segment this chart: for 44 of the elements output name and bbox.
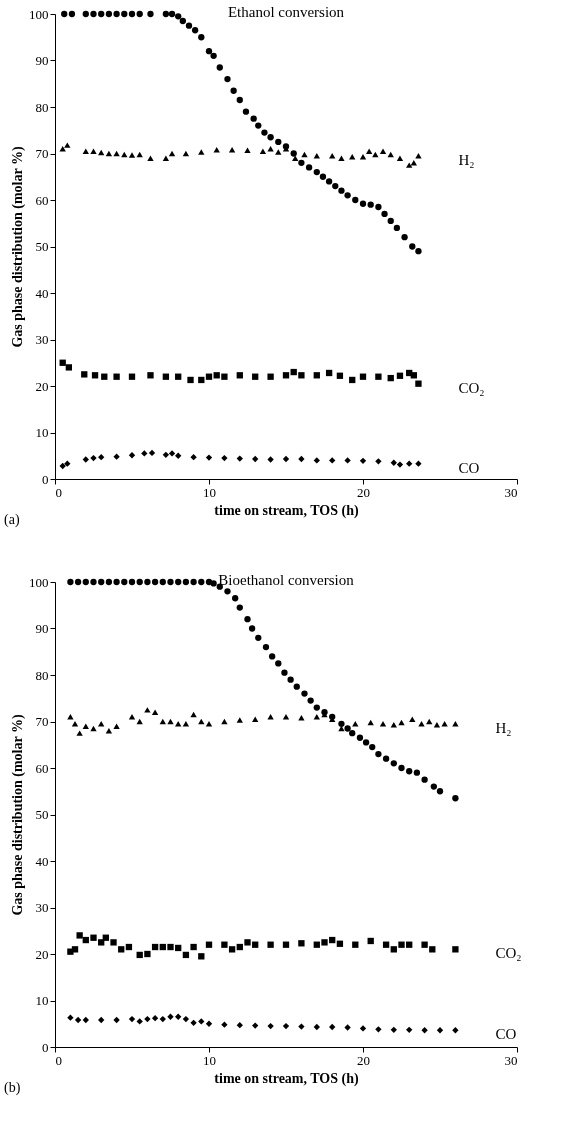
y-tick-label: 50 [35, 807, 49, 822]
y-tick-label: 10 [35, 993, 49, 1008]
x-axis-title: time on stream, TOS (h) [214, 1070, 359, 1087]
y-tick-label: 20 [35, 378, 49, 394]
chart-title: Bioethanol conversion [218, 572, 355, 588]
y-axis-title: Gas phase distribution (molar %) [10, 146, 26, 348]
y-tick-label: 60 [35, 760, 49, 776]
x-tick-label: 0 [55, 1052, 62, 1068]
text: CO [458, 459, 480, 476]
y-tick-label: 0 [42, 1039, 49, 1055]
y-tick-label: 40 [35, 285, 49, 301]
y-tick-label: 100 [29, 574, 49, 590]
text: H₂ [495, 719, 512, 736]
x-tick-label: 10 [203, 484, 216, 500]
y-tick-label: 90 [35, 53, 49, 68]
y-tick-label: 70 [35, 146, 49, 161]
y-tick-label: 50 [35, 239, 49, 254]
y-tick-label: 90 [35, 621, 49, 636]
text: (b) [4, 1080, 21, 1096]
y-tick-label: 80 [35, 667, 49, 683]
y-tick-label: 20 [35, 946, 49, 962]
y-tick-label: 10 [35, 425, 49, 440]
x-tick-label: 30 [504, 484, 518, 500]
x-tick-label: 0 [55, 484, 62, 500]
text: CO [495, 1026, 517, 1043]
text: (a) [4, 512, 20, 528]
text: CO₂ [458, 379, 485, 396]
y-axis-title: Gas phase distribution (molar %) [10, 714, 26, 916]
y-tick-label: 100 [29, 6, 49, 22]
x-tick-label: 20 [357, 1052, 370, 1068]
y-tick-label: 70 [35, 714, 49, 729]
y-tick-label: 30 [35, 900, 49, 915]
text: H₂ [458, 151, 475, 168]
x-tick-label: 10 [203, 1052, 216, 1068]
chart-title: Ethanol conversion [227, 4, 345, 20]
y-tick-label: 60 [35, 192, 49, 208]
y-tick-label: 40 [35, 853, 49, 869]
text: CO₂ [495, 945, 522, 962]
y-tick-label: 30 [35, 332, 49, 347]
x-tick-label: 30 [504, 1052, 518, 1068]
y-tick-label: 0 [42, 471, 49, 487]
x-tick-label: 20 [357, 484, 370, 500]
y-tick-label: 80 [35, 99, 49, 115]
x-axis-title: time on stream, TOS (h) [214, 502, 359, 519]
